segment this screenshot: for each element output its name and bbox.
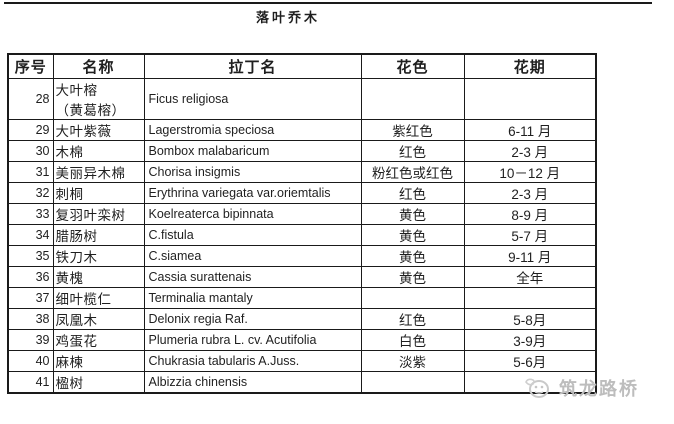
header-flower-period: 花期 bbox=[463, 53, 597, 79]
flower-period-cell bbox=[463, 286, 597, 309]
plant-name-cell: 楹树 bbox=[52, 370, 145, 393]
latin-name-cell: Chorisa insigmis bbox=[143, 160, 362, 183]
table-row: 38 凤凰木 Delonix regia Raf. 红色 5-8月 bbox=[7, 307, 597, 330]
header-flower-color: 花色 bbox=[360, 53, 465, 79]
row-number-cell: 28 bbox=[7, 77, 54, 120]
deciduous-trees-table: 序号 名称 拉丁名 花色 花期 28 大叶榕 （黄葛榕） Ficus religios… bbox=[7, 53, 597, 394]
row-number-cell: 32 bbox=[7, 181, 54, 204]
watermark-text: 筑龙路桥 bbox=[559, 379, 639, 399]
plant-name-cell: 美丽异木棉 bbox=[52, 160, 145, 183]
flower-period-cell: 3-9月 bbox=[463, 328, 597, 351]
latin-name-cell: Plumeria rubra L. cv. Acutifolia bbox=[143, 328, 362, 351]
latin-name-cell: Cassia surattenais bbox=[143, 265, 362, 288]
flower-period-cell: 6-11 月 bbox=[463, 118, 597, 141]
latin-name-cell: Albizzia chinensis bbox=[143, 370, 362, 393]
plant-name-cell: 复羽叶栾树 bbox=[52, 202, 145, 225]
row-number-cell: 34 bbox=[7, 223, 54, 246]
table-body: 28 大叶榕 （黄葛榕） Ficus religiosa 29 大叶紫薇 Lagerstro… bbox=[7, 77, 597, 393]
plant-name-cell: 木棉 bbox=[52, 139, 145, 162]
flower-period-cell: 全年 bbox=[463, 265, 597, 288]
header-name: 名称 bbox=[52, 53, 145, 79]
row-number-cell: 33 bbox=[7, 202, 54, 225]
row-number-cell: 29 bbox=[7, 118, 54, 141]
flower-color-cell: 白色 bbox=[360, 328, 465, 351]
table-row: 41 楹树 Albizzia chinensis bbox=[7, 370, 597, 393]
latin-name-cell: Bombox malabaricum bbox=[143, 139, 362, 162]
zhulong-mascot-icon bbox=[523, 376, 553, 400]
row-number-cell: 39 bbox=[7, 328, 54, 351]
latin-name-cell: Delonix regia Raf. bbox=[143, 307, 362, 330]
latin-name-cell: Erythrina variegata var.oriemtalis bbox=[143, 181, 362, 204]
watermark: 筑龙路桥 bbox=[523, 375, 639, 401]
row-number-cell: 36 bbox=[7, 265, 54, 288]
table-row: 33 复羽叶栾树 Koelreaterca bipinnata 黄色 8-9 月 bbox=[7, 202, 597, 225]
latin-name-cell: Lagerstromia speciosa bbox=[143, 118, 362, 141]
flower-period-cell: 5-8月 bbox=[463, 307, 597, 330]
table-row: 34 腊肠树 C.fistula 黄色 5-7 月 bbox=[7, 223, 597, 246]
row-number-cell: 40 bbox=[7, 349, 54, 372]
plant-name-cell: 铁刀木 bbox=[52, 244, 145, 267]
flower-color-cell: 红色 bbox=[360, 307, 465, 330]
flower-color-cell: 黄色 bbox=[360, 202, 465, 225]
flower-color-cell: 淡紫 bbox=[360, 349, 465, 372]
row-number-cell: 30 bbox=[7, 139, 54, 162]
plant-name-cell: 鸡蛋花 bbox=[52, 328, 145, 351]
plant-name-cell: 腊肠树 bbox=[52, 223, 145, 246]
flower-color-cell bbox=[360, 286, 465, 309]
row-number-cell: 41 bbox=[7, 370, 54, 393]
table-row: 29 大叶紫薇 Lagerstromia speciosa 紫红色 6-11 月 bbox=[7, 118, 597, 141]
table-row: 32 刺桐 Erythrina variegata var.oriemtalis 红色… bbox=[7, 181, 597, 204]
flower-period-cell: 5-6月 bbox=[463, 349, 597, 372]
flower-color-cell: 红色 bbox=[360, 139, 465, 162]
table-row: 30 木棉 Bombox malabaricum 红色 2-3 月 bbox=[7, 139, 597, 162]
flower-color-cell: 红色 bbox=[360, 181, 465, 204]
flower-color-cell: 紫红色 bbox=[360, 118, 465, 141]
flower-period-cell: 9-11 月 bbox=[463, 244, 597, 267]
row-number-cell: 31 bbox=[7, 160, 54, 183]
flower-color-cell: 粉红色或红色 bbox=[360, 160, 465, 183]
flower-period-cell: 8-9 月 bbox=[463, 202, 597, 225]
latin-name-cell: Koelreaterca bipinnata bbox=[143, 202, 362, 225]
plant-name-cell: 刺桐 bbox=[52, 181, 145, 204]
flower-period-cell: 2-3 月 bbox=[463, 139, 597, 162]
latin-name-cell: C.siamea bbox=[143, 244, 362, 267]
header-serial-number: 序号 bbox=[7, 53, 54, 79]
table-row: 28 大叶榕 （黄葛榕） Ficus religiosa bbox=[7, 77, 597, 120]
flower-color-cell: 黄色 bbox=[360, 265, 465, 288]
page-title: 落叶乔木 bbox=[256, 10, 321, 25]
top-horizontal-rule bbox=[4, 2, 652, 4]
table-row: 39 鸡蛋花 Plumeria rubra L. cv. Acutifolia 白色 3… bbox=[7, 328, 597, 351]
row-number-cell: 38 bbox=[7, 307, 54, 330]
table-row: 35 铁刀木 C.siamea 黄色 9-11 月 bbox=[7, 244, 597, 267]
table-row: 36 黄槐 Cassia surattenais 黄色 全年 bbox=[7, 265, 597, 288]
plant-name-cell: 细叶榄仁 bbox=[52, 286, 145, 309]
flower-period-cell: 2-3 月 bbox=[463, 181, 597, 204]
plant-name-cell: 大叶榕 （黄葛榕） bbox=[52, 77, 145, 120]
plant-name-cell: 大叶紫薇 bbox=[52, 118, 145, 141]
latin-name-cell: Ficus religiosa bbox=[143, 77, 362, 120]
latin-name-cell: Chukrasia tabularis A.Juss. bbox=[143, 349, 362, 372]
flower-period-cell bbox=[463, 77, 597, 120]
header-latin-name: 拉丁名 bbox=[143, 53, 362, 79]
flower-color-cell bbox=[360, 77, 465, 120]
row-number-cell: 35 bbox=[7, 244, 54, 267]
plant-name-cell: 麻楝 bbox=[52, 349, 145, 372]
table-row: 37 细叶榄仁 Terminalia mantaly bbox=[7, 286, 597, 309]
table-row: 31 美丽异木棉 Chorisa insigmis 粉红色或红色 10－12 月 bbox=[7, 160, 597, 183]
latin-name-cell: C.fistula bbox=[143, 223, 362, 246]
plant-name-cell: 黄槐 bbox=[52, 265, 145, 288]
flower-color-cell: 黄色 bbox=[360, 244, 465, 267]
flower-color-cell bbox=[360, 370, 465, 393]
latin-name-cell: Terminalia mantaly bbox=[143, 286, 362, 309]
row-number-cell: 37 bbox=[7, 286, 54, 309]
plant-name-cell: 凤凰木 bbox=[52, 307, 145, 330]
table-row: 40 麻楝 Chukrasia tabularis A.Juss. 淡紫 5-6月 bbox=[7, 349, 597, 372]
flower-period-cell: 10－12 月 bbox=[463, 160, 597, 183]
flower-period-cell: 5-7 月 bbox=[463, 223, 597, 246]
table-header-row: 序号 名称 拉丁名 花色 花期 bbox=[7, 53, 597, 79]
flower-color-cell: 黄色 bbox=[360, 223, 465, 246]
